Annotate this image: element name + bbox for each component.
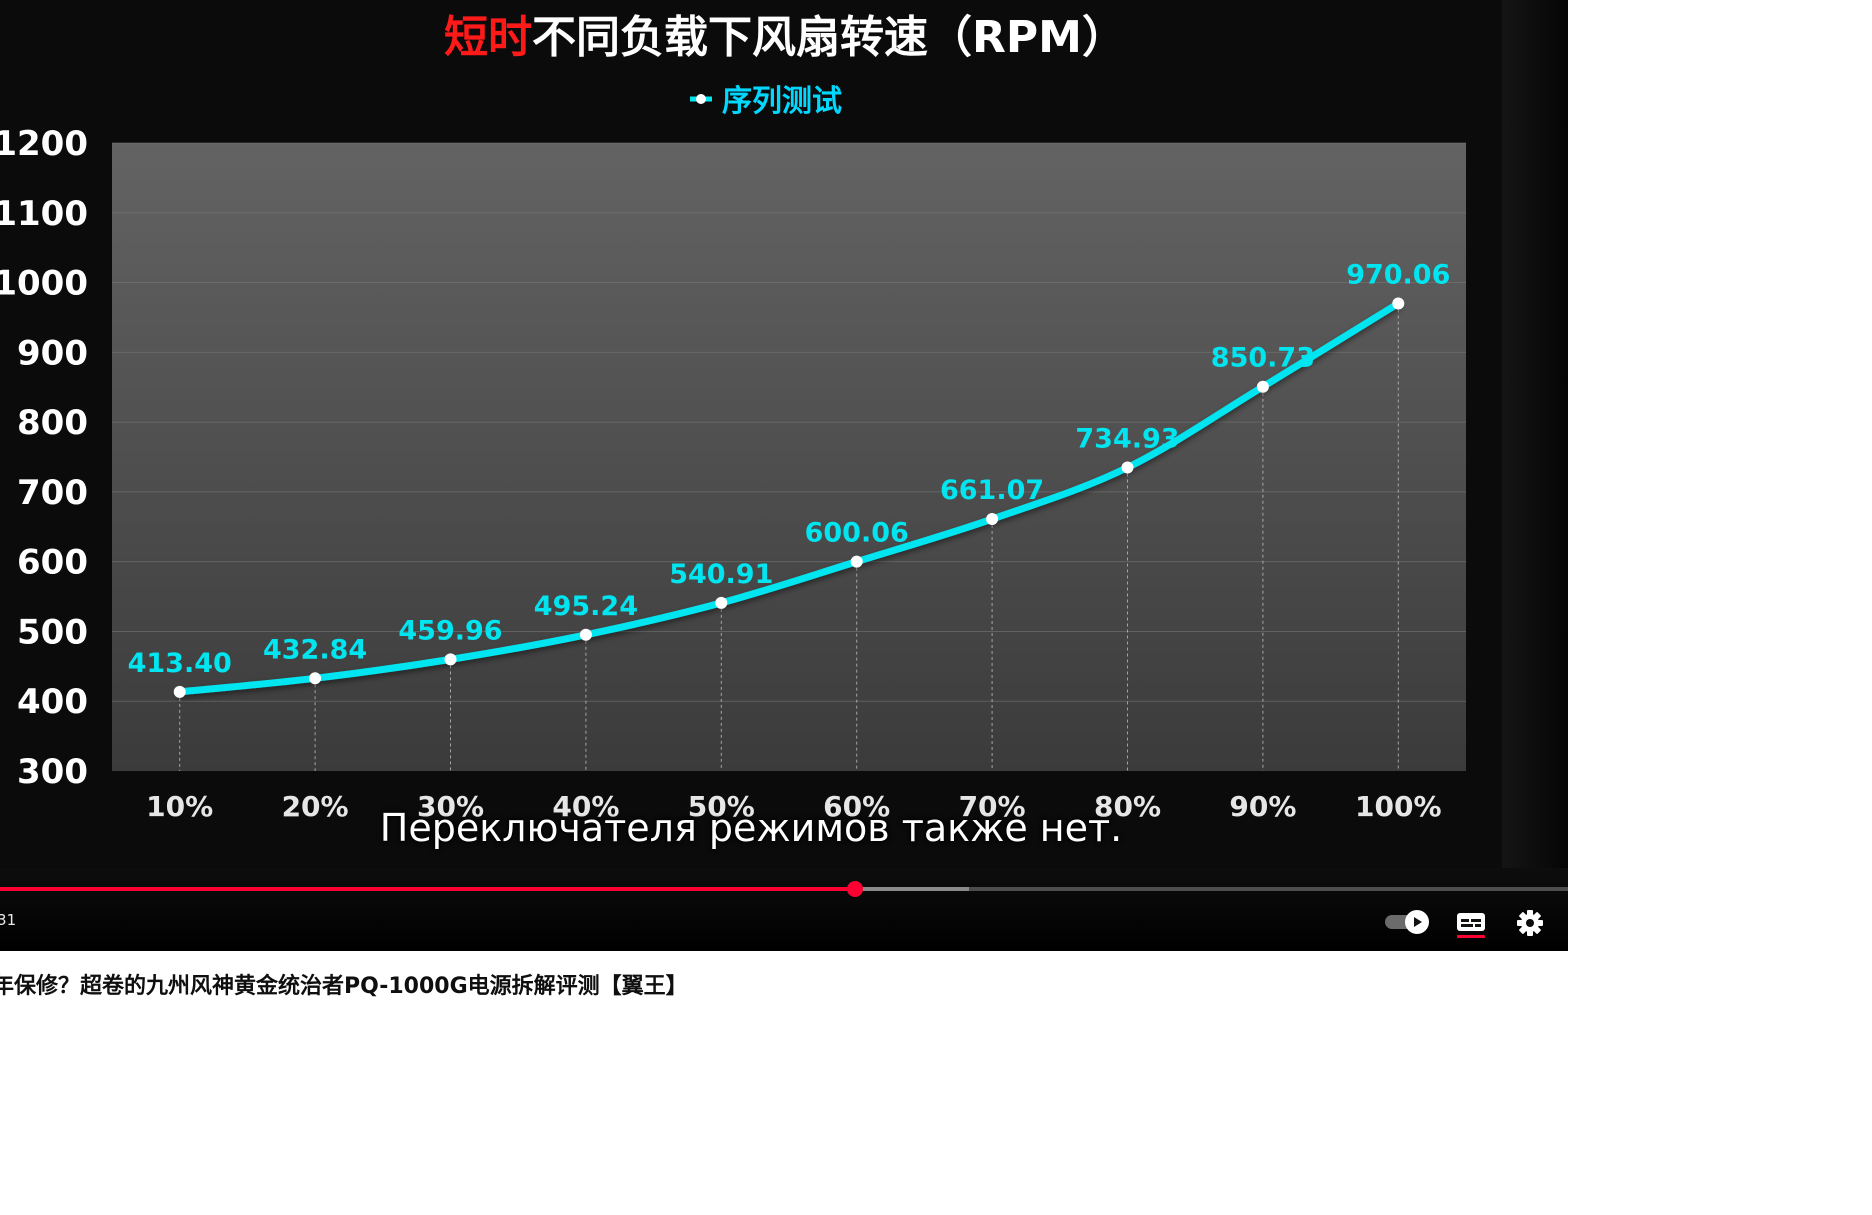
data-point xyxy=(309,672,322,685)
video-side-blur xyxy=(1502,0,1568,868)
x-tick-label: 30% xyxy=(417,790,484,823)
data-label: 495.24 xyxy=(534,591,638,622)
series-line xyxy=(176,299,1402,696)
y-tick-label: 500 xyxy=(17,612,88,652)
data-point xyxy=(173,685,186,698)
settings-gear-icon xyxy=(1517,910,1543,936)
data-point xyxy=(444,653,457,666)
subtitles-button[interactable] xyxy=(1454,908,1488,940)
y-tick-label: 800 xyxy=(17,403,88,443)
data-point xyxy=(579,628,592,641)
chart-title-highlight: 短时 xyxy=(444,12,532,63)
player-controls: :31 xyxy=(0,868,1568,951)
data-point xyxy=(850,555,863,568)
y-tick-label: 300 xyxy=(17,752,88,792)
y-tick-label: 1000 xyxy=(0,264,88,304)
data-point xyxy=(1256,380,1269,393)
x-tick-label: 40% xyxy=(552,790,619,823)
y-tick-label: 900 xyxy=(17,333,88,373)
x-tick-label: 10% xyxy=(146,790,213,823)
data-label: 540.91 xyxy=(669,559,773,590)
y-tick-label: 1200 xyxy=(0,124,88,164)
y-tick-label: 700 xyxy=(17,473,88,513)
progress-scrubber[interactable] xyxy=(846,881,863,897)
chart-title-text: 不同负载下风扇转速（RPM） xyxy=(532,12,1126,63)
y-tick-label: 600 xyxy=(17,543,88,583)
video-frame[interactable]: 短时不同负载下风扇转速（RPM） 序列测试 300 400 500 600 700 800 90… xyxy=(0,0,1502,868)
y-tick-label: 1100 xyxy=(0,194,88,234)
x-tick-label: 50% xyxy=(688,790,755,823)
x-tick-label: 100% xyxy=(1355,790,1442,823)
subtitles-icon xyxy=(1457,913,1485,938)
data-label: 970.06 xyxy=(1346,259,1450,290)
data-label: 734.93 xyxy=(1075,424,1179,455)
data-label: 432.84 xyxy=(263,634,367,665)
progress-played xyxy=(0,887,855,891)
fan-speed-chart: 短时不同负载下风扇转速（RPM） 序列测试 300 400 500 600 700 800 90… xyxy=(0,12,1466,823)
data-point xyxy=(1392,297,1405,310)
data-label: 850.73 xyxy=(1211,343,1315,374)
video-subtitle: Переключателя режимов также нет. xyxy=(379,806,1123,850)
time-display: :31 xyxy=(0,911,17,929)
autoplay-toggle[interactable] xyxy=(1385,910,1429,934)
y-tick-label: 400 xyxy=(17,682,88,722)
data-label: 600.06 xyxy=(805,518,909,549)
data-point xyxy=(715,596,728,609)
autoplay-toggle-icon xyxy=(1405,910,1429,934)
x-tick-label: 60% xyxy=(823,790,890,823)
legend-label: 序列测试 xyxy=(722,84,842,119)
x-tick-label: 90% xyxy=(1229,790,1296,823)
x-tick-label: 70% xyxy=(959,790,1026,823)
x-tick-label: 20% xyxy=(282,790,349,823)
chart-title: 短时不同负载下风扇转速（RPM） xyxy=(444,12,1126,63)
video-title: 年保修？超卷的九州风神黄金统治者PQ-1000G电源拆解评测【翼王】 xyxy=(0,974,688,999)
data-point xyxy=(986,513,999,526)
x-tick-label: 80% xyxy=(1094,790,1161,823)
legend-marker-icon xyxy=(696,94,706,104)
progress-bar[interactable] xyxy=(0,881,1568,897)
data-label: 459.96 xyxy=(398,615,502,646)
plot-area xyxy=(112,143,1466,771)
data-label: 413.40 xyxy=(128,648,232,679)
settings-button[interactable]: 4K xyxy=(1514,906,1550,938)
data-label: 661.07 xyxy=(940,475,1044,506)
data-point xyxy=(1121,461,1134,474)
video-player[interactable]: 短时不同负载下风扇转速（RPM） 序列测试 300 400 500 600 700 800 90… xyxy=(0,0,1568,951)
